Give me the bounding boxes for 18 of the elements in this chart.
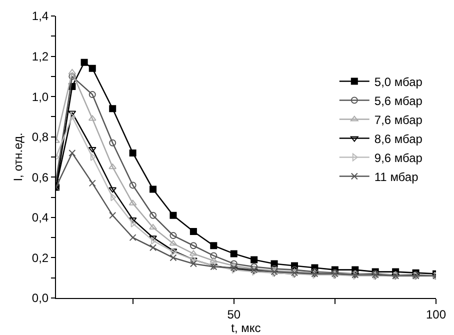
y-tick-label: 0,0 — [32, 291, 49, 306]
x-tick-label: 100 — [426, 307, 446, 322]
y-tick-label: 0,6 — [32, 170, 49, 184]
y-tick-label: 1,2 — [32, 49, 49, 64]
y-axis-title: I, отн.ед. — [11, 132, 26, 182]
legend-label: 5,0 мбар — [374, 74, 423, 89]
y-tick-label: 0,2 — [32, 250, 49, 265]
x-axis-title: t, мкс — [231, 321, 261, 335]
y-tick-label: 0,8 — [32, 130, 49, 144]
legend-label: 5,6 мбар — [374, 94, 423, 108]
legend-label: 9,6 мбар — [374, 150, 423, 165]
legend-label: 11 мбар — [374, 170, 419, 184]
y-tick-label: 0,4 — [32, 210, 49, 225]
y-tick-label: 1,0 — [32, 90, 49, 104]
y-tick-label: 1,4 — [32, 9, 49, 24]
legend-label: 7,6 мбар — [374, 112, 423, 127]
x-tick-label: 50 — [227, 307, 241, 322]
legend-label: 8,6 мбар — [374, 132, 423, 146]
